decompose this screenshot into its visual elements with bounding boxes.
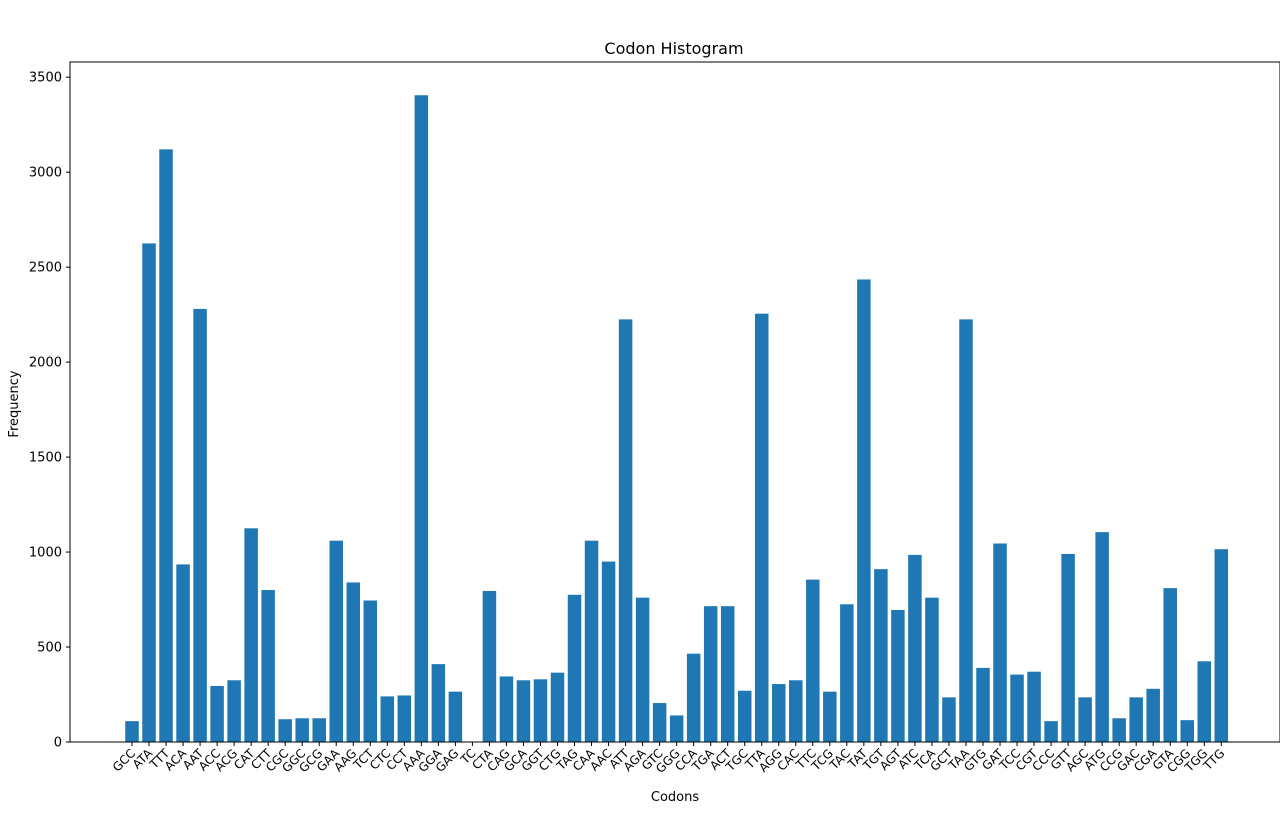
plot-frame [69, 61, 1280, 743]
bar-cga [1146, 688, 1160, 742]
bar-gcg [312, 718, 326, 742]
y-tick-label: 0 [54, 736, 62, 751]
bars-group [125, 95, 1229, 743]
bar-aat [193, 308, 207, 742]
bar-tac [840, 604, 854, 742]
bar-tcg [823, 691, 837, 742]
bar-tat [857, 279, 871, 742]
bar-gta [1163, 588, 1177, 742]
y-tick-label: 3000 [29, 166, 62, 181]
bar-cct [397, 695, 412, 742]
bar-gac [1129, 697, 1143, 742]
bar-tca [925, 597, 939, 742]
y-tick-label: 2500 [29, 261, 62, 276]
y-tick-label: 1500 [29, 451, 62, 466]
bar-act [720, 606, 735, 742]
bar-cgg [1180, 720, 1194, 742]
bar-agt [891, 609, 905, 742]
chart-title: Codon Histogram [604, 39, 743, 58]
bar-acg [227, 680, 241, 742]
bar-atg [1095, 532, 1109, 742]
bar-cgt [1027, 671, 1041, 742]
bar-aac [601, 561, 616, 742]
x-ticks-group: GCCATATTTACAAATACCACGCATCTTCGCGGCGCGGAAA… [110, 742, 1227, 776]
bar-ctg [550, 672, 565, 742]
bar-att [618, 319, 633, 742]
bar-ata [142, 243, 156, 742]
bar-cca [686, 653, 701, 742]
y-tick-label: 1000 [29, 546, 62, 561]
bar-ctt [261, 590, 275, 742]
bar-gtc [652, 703, 667, 742]
y-tick-label: 500 [37, 641, 62, 656]
bar-gcc [125, 721, 139, 742]
bar-ttc [806, 579, 820, 742]
bar-gca [516, 680, 531, 742]
bar-acc [210, 685, 224, 742]
bar-cta [482, 590, 497, 742]
bar-cgc [278, 719, 292, 742]
bar-ggc [295, 718, 309, 742]
bar-cag [499, 676, 514, 742]
bar-tgc [737, 690, 752, 742]
bar-gaa [329, 540, 343, 742]
bar-aga [635, 597, 650, 742]
bar-tgt [874, 569, 888, 742]
bar-ttt [159, 149, 173, 742]
y-ticks-group: 0 500 1000 1500 2000 2500 3000 3500 [29, 71, 70, 751]
bar-ggg [669, 715, 684, 742]
y-tick-label: 2000 [29, 356, 62, 371]
bar-tta [754, 313, 769, 742]
bar-gtt [1061, 553, 1075, 742]
bar-aca [176, 564, 190, 742]
bar-gag [448, 691, 463, 742]
bar-tgg [1197, 661, 1212, 742]
bar-aag [346, 582, 361, 742]
bar-gct [942, 697, 956, 742]
bar-caa [584, 540, 599, 742]
bar-ttg [1214, 549, 1229, 742]
bar-atc [908, 554, 922, 742]
bar-gtg [976, 667, 990, 742]
bar-tga [703, 606, 718, 742]
x-axis-label: Codons [651, 790, 699, 805]
bar-agg [772, 684, 786, 742]
bar-tct [363, 600, 378, 742]
bar-cac [789, 680, 803, 742]
y-tick-label: 3500 [29, 71, 62, 86]
bar-ggt [533, 679, 548, 742]
bar-cat [244, 528, 258, 742]
bar-taa [959, 319, 973, 742]
bar-ctc [380, 696, 395, 742]
bar-aaa [414, 95, 429, 743]
bar-tag [567, 594, 582, 742]
bar-agc [1078, 697, 1092, 742]
bar-gat [993, 543, 1007, 742]
bar-ccc [1044, 721, 1058, 742]
y-axis-label: Frequency [7, 370, 22, 437]
bar-gga [431, 664, 446, 742]
bar-ccg [1112, 718, 1126, 742]
bar-tcc [1010, 674, 1024, 742]
